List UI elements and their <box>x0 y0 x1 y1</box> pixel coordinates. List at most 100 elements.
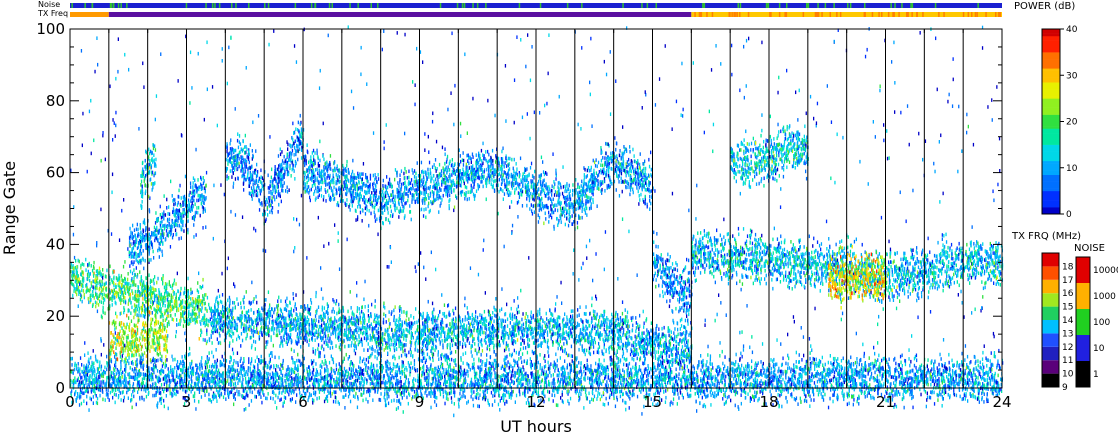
data-cell <box>282 344 284 348</box>
data-cell <box>497 333 499 337</box>
data-cell <box>93 296 95 300</box>
data-cell <box>326 342 328 346</box>
data-cell <box>326 310 328 314</box>
data-cell <box>219 340 221 345</box>
data-cell <box>685 336 687 341</box>
data-cell <box>197 300 200 305</box>
data-cell <box>466 334 468 338</box>
data-cell <box>373 317 376 322</box>
data-cell <box>432 346 434 351</box>
data-cell <box>484 323 486 328</box>
data-cell <box>621 326 623 330</box>
data-cell <box>260 328 262 332</box>
data-cell <box>389 322 391 326</box>
data-cell <box>502 338 504 343</box>
data-cell <box>371 302 373 307</box>
data-cell <box>173 305 175 310</box>
data-cell <box>116 342 118 347</box>
data-cell <box>148 298 150 302</box>
data-cell <box>689 353 691 358</box>
data-cell <box>149 292 152 297</box>
data-cell <box>330 324 332 328</box>
data-cell <box>349 319 351 323</box>
data-cell <box>159 213 161 217</box>
data-cell <box>159 221 162 225</box>
data-cell <box>479 313 481 317</box>
data-cell <box>210 308 212 313</box>
data-cell <box>138 348 140 352</box>
data-cell <box>158 291 160 296</box>
noise-bar-fleck <box>211 3 214 8</box>
data-cell <box>312 322 315 326</box>
data-cell <box>119 312 121 316</box>
data-cell <box>459 316 461 320</box>
data-cell <box>491 341 494 345</box>
data-cell <box>148 194 150 199</box>
data-cell <box>258 313 261 318</box>
data-cell <box>533 335 535 339</box>
data-cell <box>410 340 413 345</box>
data-cell <box>110 341 112 346</box>
data-cell <box>527 319 530 323</box>
data-cell <box>350 320 352 324</box>
txfreq-fleck <box>922 12 924 17</box>
data-cell <box>140 261 142 265</box>
data-cell <box>356 306 359 310</box>
data-cell <box>280 321 282 326</box>
data-cell <box>261 325 263 330</box>
data-cell <box>133 260 135 264</box>
data-cell <box>677 342 679 346</box>
data-cell <box>170 307 173 312</box>
data-cell <box>144 315 146 319</box>
data-cell <box>579 328 582 332</box>
data-cell <box>124 357 127 362</box>
data-cell <box>291 318 293 322</box>
data-cell <box>165 343 168 348</box>
data-cell <box>549 308 551 312</box>
data-cell <box>149 162 151 166</box>
data-cell <box>573 329 575 333</box>
data-cell <box>578 347 580 352</box>
data-cell <box>76 280 78 284</box>
data-cell <box>343 317 345 321</box>
data-cell <box>612 328 614 332</box>
data-cell <box>317 333 319 337</box>
data-cell <box>511 324 513 329</box>
data-cell <box>137 299 139 303</box>
data-cell <box>143 289 145 293</box>
data-cell <box>136 307 138 312</box>
data-cell <box>655 326 657 331</box>
data-cell <box>252 328 254 333</box>
data-cell <box>398 344 400 349</box>
data-cell <box>201 330 203 334</box>
data-cell <box>310 301 313 305</box>
data-cell <box>192 311 194 316</box>
data-cell <box>419 312 421 316</box>
data-cell <box>518 320 520 325</box>
data-cell <box>446 332 449 337</box>
data-cell <box>325 322 327 327</box>
data-cell <box>201 302 203 307</box>
data-cell <box>501 332 504 336</box>
data-cell <box>161 313 163 317</box>
data-cell <box>621 322 624 327</box>
data-cell <box>203 301 205 306</box>
data-cell <box>344 333 346 338</box>
data-cell <box>208 306 211 310</box>
data-cell <box>661 351 663 355</box>
data-cell <box>168 300 170 304</box>
data-cell <box>303 326 305 331</box>
data-cell <box>591 296 593 301</box>
data-cell <box>138 318 140 322</box>
data-cell <box>600 313 602 318</box>
noise-bar-fleck <box>218 3 221 8</box>
data-cell <box>137 285 139 289</box>
data-cell <box>496 319 498 324</box>
data-cell <box>348 337 350 341</box>
data-cell <box>153 295 156 299</box>
data-cell <box>129 340 131 344</box>
data-cell <box>335 335 337 339</box>
data-cell <box>111 298 113 303</box>
data-cell <box>453 325 455 329</box>
data-cell <box>361 309 363 314</box>
